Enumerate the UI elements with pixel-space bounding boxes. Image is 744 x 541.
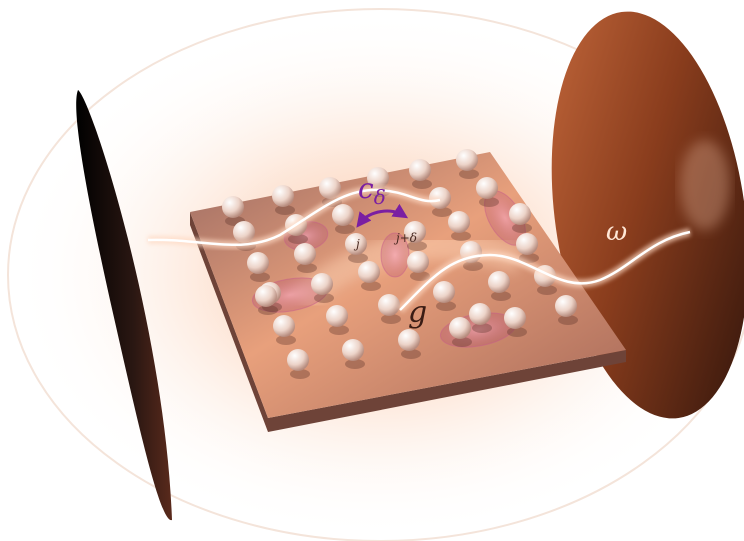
atom-shadow	[432, 207, 452, 217]
lattice-plate-edge	[190, 212, 626, 432]
atom	[273, 315, 295, 337]
atom	[326, 305, 348, 327]
atom-shadow	[258, 305, 278, 315]
atom	[287, 349, 309, 371]
cavity-omega-label: ω	[606, 217, 627, 247]
atom	[433, 281, 455, 303]
atom	[509, 203, 531, 225]
atom-shadow	[290, 369, 310, 379]
atom-lattice	[222, 149, 578, 379]
atom	[469, 303, 491, 325]
atom	[345, 233, 367, 255]
light-beam-upper	[147, 188, 441, 247]
hopping-symbol: c	[358, 172, 374, 205]
atom-shadow	[512, 223, 532, 233]
atom	[488, 271, 510, 293]
atom-shadow	[558, 315, 578, 325]
atom-shadow	[452, 337, 472, 347]
atom-shadow	[345, 359, 365, 369]
atom	[332, 204, 354, 226]
trap-ellipse	[380, 232, 410, 278]
atom-shadow	[491, 291, 511, 301]
right-mirror-reflection	[680, 140, 730, 230]
atom-shadow	[410, 271, 430, 281]
atom-shadow	[335, 224, 355, 234]
site-j-plus-delta-label: j+δ	[393, 231, 417, 245]
atom	[247, 252, 269, 274]
atom-shadow	[407, 241, 427, 251]
atom	[342, 339, 364, 361]
coupling-g-label: g	[408, 295, 427, 330]
hopping-label: cδ	[358, 172, 386, 209]
atom	[255, 285, 277, 307]
atom-shadow	[361, 281, 381, 291]
atom-shadow	[297, 263, 317, 273]
atom	[456, 149, 478, 171]
hopping-arrow	[356, 203, 409, 228]
atom	[409, 159, 431, 181]
atom	[476, 177, 498, 199]
atom-shadow	[412, 179, 432, 189]
atom-shadow	[507, 327, 527, 337]
atom	[367, 167, 389, 189]
atom-shadow	[537, 285, 557, 295]
atom	[504, 307, 526, 329]
light-beam-lower	[399, 230, 691, 311]
atom	[311, 273, 333, 295]
hopping-subscript: δ	[374, 185, 386, 209]
atom-shadow	[276, 335, 296, 345]
atom	[378, 294, 400, 316]
atom	[555, 295, 577, 317]
site-j-label: j	[353, 237, 360, 251]
atom-shadow	[288, 234, 308, 244]
atom	[404, 221, 426, 243]
atom	[222, 196, 244, 218]
atom	[233, 221, 255, 243]
atom-shadow	[275, 205, 295, 215]
atom-shadow	[329, 325, 349, 335]
atom-shadow	[401, 349, 421, 359]
atom-shadow	[459, 169, 479, 179]
atom	[398, 329, 420, 351]
atom	[294, 243, 316, 265]
left-cavity-mirror	[76, 90, 172, 521]
atom	[449, 317, 471, 339]
background-glow-ring	[7, 8, 744, 541]
atom	[319, 177, 341, 199]
atom	[272, 185, 294, 207]
atom	[358, 261, 380, 283]
atom	[516, 233, 538, 255]
atom-shadow	[451, 231, 471, 241]
atom	[448, 211, 470, 233]
atom-shadow	[381, 314, 401, 324]
atom-shadow	[463, 261, 483, 271]
atom	[407, 251, 429, 273]
atom-shadow	[250, 272, 270, 282]
atom-shadow	[479, 197, 499, 207]
atom-shadow	[472, 323, 492, 333]
atom-shadow	[314, 293, 334, 303]
atom-shadow	[436, 301, 456, 311]
atom-shadow	[348, 253, 368, 263]
